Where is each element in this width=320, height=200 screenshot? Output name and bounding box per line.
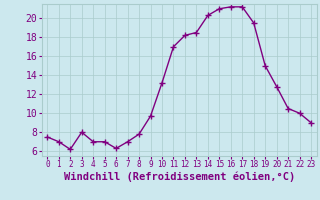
X-axis label: Windchill (Refroidissement éolien,°C): Windchill (Refroidissement éolien,°C): [64, 172, 295, 182]
